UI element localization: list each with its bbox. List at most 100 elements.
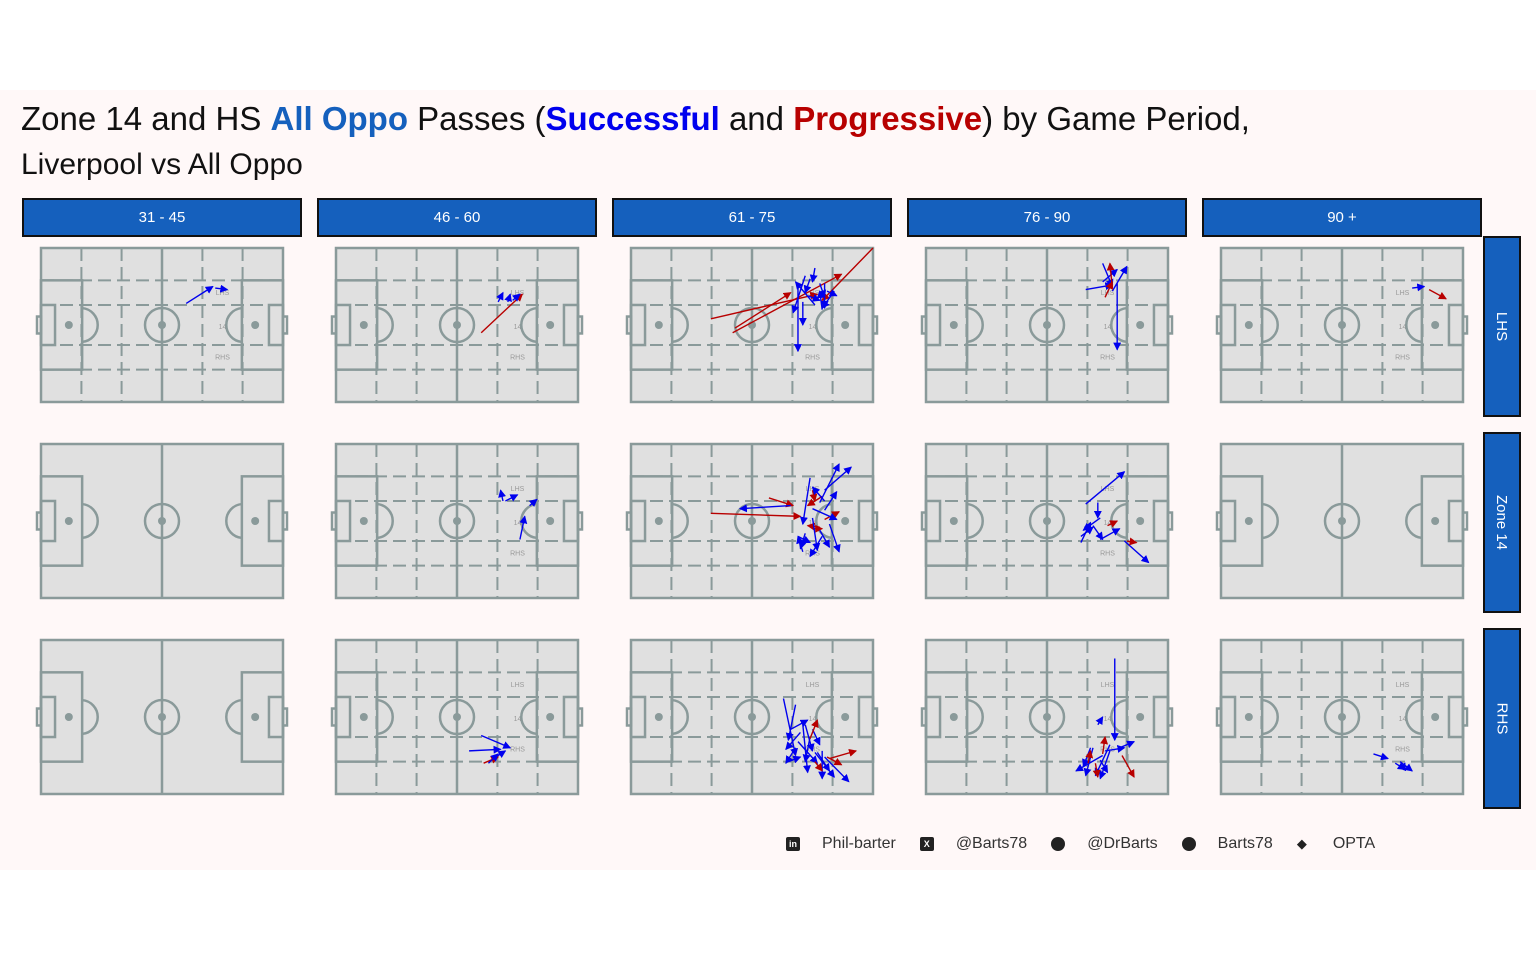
zone-label-rhs: RHS xyxy=(510,355,525,362)
progressive-pass-arrow xyxy=(734,292,792,329)
progressive-pass-arrow xyxy=(1106,262,1115,289)
penalty-arc-left xyxy=(671,502,689,540)
zone-label-14: 14 xyxy=(514,324,522,331)
zone-label-14: 14 xyxy=(1104,520,1112,527)
centre-spot xyxy=(453,517,461,525)
footer-mastodon-text[interactable]: @DrBarts xyxy=(1087,835,1158,852)
zone-label-lhs: LHS xyxy=(1101,682,1115,689)
goal-right xyxy=(281,511,289,531)
footer-x-text[interactable]: @Barts78 xyxy=(955,835,1028,852)
zone-label-14: 14 xyxy=(514,716,522,723)
successful-pass-arrow xyxy=(799,477,811,526)
goal-right xyxy=(1461,511,1469,531)
goal-left xyxy=(330,511,338,531)
row-strip-lhs: LHS xyxy=(1483,236,1521,417)
successful-pass-arrow xyxy=(804,724,815,752)
centre-circle xyxy=(1323,502,1361,540)
penalty-arc-right xyxy=(815,502,833,540)
penalty-spot-right xyxy=(1136,713,1145,721)
footer-linkedin-text[interactable]: Phil-barter xyxy=(822,835,896,852)
goal-left xyxy=(1215,511,1223,531)
progressive-pass-arrow xyxy=(1104,280,1113,298)
centre-spot xyxy=(158,517,166,525)
successful-pass-arrow xyxy=(1080,526,1094,537)
successful-pass-arrow xyxy=(1102,268,1118,283)
penalty-spot-left xyxy=(949,321,958,329)
penalty-spot-right xyxy=(1431,713,1440,721)
centre-spot xyxy=(748,713,756,721)
successful-pass-arrow xyxy=(504,293,512,303)
footer-dropbox-text[interactable]: OPTA xyxy=(1332,835,1376,852)
penalty-spot-left xyxy=(64,713,73,721)
column-strip-31-45: 31 - 45 xyxy=(22,198,302,237)
penalty-arc-left xyxy=(81,698,99,736)
zone-label-lhs: LHS xyxy=(511,682,525,689)
goal-right xyxy=(576,315,584,335)
centre-circle xyxy=(143,502,181,540)
successful-pass-arrow xyxy=(1111,265,1128,292)
penalty-spot-left xyxy=(949,517,958,525)
progressive-pass-arrow xyxy=(1126,537,1138,546)
successful-pass-arrow xyxy=(1092,525,1104,541)
goal-right xyxy=(1166,315,1174,335)
penalty-spot-right xyxy=(841,517,850,525)
successful-pass-arrow xyxy=(785,747,797,765)
progressive-pass-arrow xyxy=(710,291,819,320)
pitch-panel xyxy=(35,638,289,796)
successful-pass-arrow xyxy=(821,290,835,309)
centre-spot xyxy=(1338,713,1346,721)
penalty-spot-left xyxy=(359,321,368,329)
progressive-pass-arrow xyxy=(768,497,795,508)
zone-label-14: 14 xyxy=(219,324,227,331)
pitch-panel xyxy=(35,442,289,600)
centre-spot xyxy=(1043,713,1051,721)
successful-pass-arrow xyxy=(785,704,797,742)
successful-pass-arrow xyxy=(819,529,831,549)
zone-label-rhs: RHS xyxy=(1395,355,1410,362)
penalty-spot-left xyxy=(1244,321,1253,329)
dropbox-icon[interactable]: ◆ xyxy=(1296,836,1307,851)
successful-pass-arrow xyxy=(809,267,818,283)
goal-right xyxy=(1166,707,1174,727)
progressive-pass-arrow xyxy=(826,756,843,766)
penalty-spot-left xyxy=(359,713,368,721)
penalty-arc-left xyxy=(376,502,394,540)
chart-title: Zone 14 and HS All Oppo Passes (Successf… xyxy=(21,100,1250,138)
zone-label-14: 14 xyxy=(809,324,817,331)
zone-label-rhs: RHS xyxy=(1395,747,1410,754)
goal-left xyxy=(35,707,43,727)
progressive-pass-arrow xyxy=(829,748,858,760)
centre-spot xyxy=(748,517,756,525)
successful-pass-arrow xyxy=(496,291,504,303)
footer-github-text[interactable]: Barts78 xyxy=(1217,835,1273,852)
goal-left xyxy=(1215,707,1223,727)
goal-right xyxy=(281,315,289,335)
successful-pass-arrow xyxy=(803,278,812,294)
penalty-spot-right xyxy=(1431,517,1440,525)
zone-label-lhs: LHS xyxy=(1101,486,1115,493)
mastodon-icon[interactable] xyxy=(1051,837,1066,851)
github-icon[interactable] xyxy=(1181,837,1196,851)
title-part: ) by Game Period, xyxy=(982,100,1250,137)
penalty-arc-left xyxy=(81,502,99,540)
penalty-spot-right xyxy=(1136,517,1145,525)
linkedin-icon[interactable]: in xyxy=(786,837,800,851)
successful-pass-arrow xyxy=(791,275,806,314)
successful-pass-arrow xyxy=(487,753,499,764)
penalty-spot-left xyxy=(949,713,958,721)
progressive-pass-arrow xyxy=(1092,763,1101,779)
penalty-arc-left xyxy=(1261,502,1279,540)
legend-successful: Successful xyxy=(545,100,720,137)
penalty-arc-left xyxy=(671,698,689,736)
goal-right xyxy=(871,315,879,335)
centre-spot xyxy=(453,713,461,721)
successful-pass-arrow xyxy=(1104,744,1126,753)
x-twitter-icon[interactable]: X xyxy=(919,837,934,851)
penalty-spot-right xyxy=(1431,321,1440,329)
penalty-spot-right xyxy=(546,517,555,525)
progressive-pass-arrow xyxy=(732,273,843,334)
penalty-arc-right xyxy=(1110,306,1128,344)
progressive-pass-arrow xyxy=(1107,520,1119,528)
penalty-spot-left xyxy=(654,321,663,329)
